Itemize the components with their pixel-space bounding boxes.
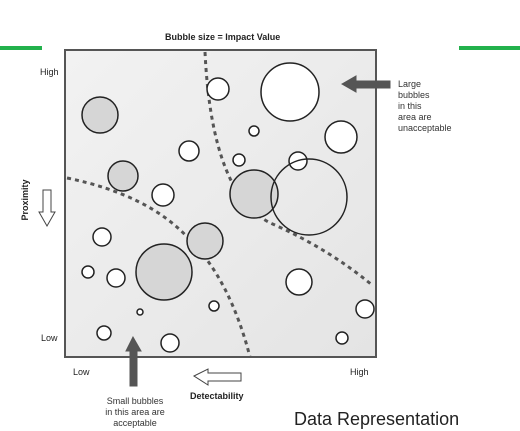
y-axis-title: Proximity [20,179,30,221]
annotation-line: Large [398,79,422,89]
annotation-line: area are [398,112,432,122]
bubble [178,140,200,162]
bubble [206,77,230,101]
bubble [151,183,175,207]
bubble [81,96,119,134]
bubble [107,160,139,192]
bubble [160,333,180,353]
annotation-small-bubbles: Small bubbles in this area are acceptabl… [95,396,175,429]
bubble [81,265,95,279]
accent-line-left [0,46,42,50]
bubble [229,169,279,219]
x-axis-high-label: High [350,367,369,377]
bubble [92,227,112,247]
bubble [260,62,320,122]
plot-area [64,49,377,358]
annotation-line: acceptable [113,418,157,428]
bubble [355,299,375,319]
left-arrow-outline-icon [192,368,242,386]
down-arrow-outline-icon [38,189,56,228]
bubble [135,243,193,301]
boundary-curve-upper [203,51,373,287]
up-arrow-icon [125,335,142,387]
annotation-line: bubbles [398,90,430,100]
annotation-large-bubbles: Large bubbles in this area are unaccepta… [398,79,452,134]
bubble [270,158,348,236]
bubble [285,268,313,296]
annotation-line: Small bubbles [106,396,164,406]
left-arrow-icon [340,75,391,93]
bubble [248,125,260,137]
bubble [208,300,220,312]
x-axis-low-label: Low [73,367,90,377]
accent-line-right [459,46,520,50]
bubble [96,325,112,341]
boundary-curve-lower [66,176,252,358]
bubble [232,153,246,167]
bubble [136,308,144,316]
x-axis-title: Detectability [190,391,244,401]
bubble [335,331,349,345]
bubble [186,222,224,260]
y-axis-high-label: High [40,67,59,77]
chart-title: Bubble size = Impact Value [165,32,281,42]
bubble [106,268,126,288]
caption: Data Representation [294,409,460,429]
annotation-line: in this [398,101,422,111]
bubble [324,120,358,154]
annotation-line: in this area are [105,407,165,417]
y-axis-low-label: Low [41,333,58,343]
annotation-line: unacceptable [398,123,452,133]
